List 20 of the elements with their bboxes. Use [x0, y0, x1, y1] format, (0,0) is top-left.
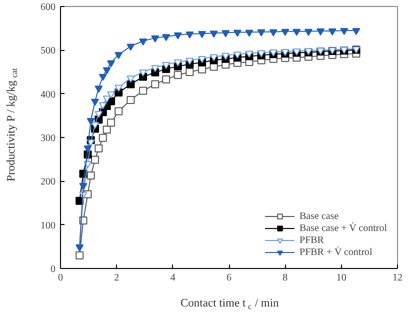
x-tick-label: 10	[336, 272, 346, 284]
y-tick-label: 400	[40, 89, 56, 100]
x-tick-label: 0	[58, 272, 63, 284]
legend-label: PFBR	[300, 234, 324, 246]
x-tick-label: 2	[114, 272, 120, 284]
legend-label: Base case	[300, 210, 339, 222]
x-axis-title: Contact time tc / min	[180, 298, 280, 311]
x-tick-label: 6	[226, 272, 232, 284]
y-tick-label: 0	[50, 264, 56, 275]
x-tick-label: 8	[282, 272, 288, 284]
y-tick-label: 600	[40, 2, 56, 13]
y-tick-label: 500	[40, 46, 56, 57]
x-tick-label: 12	[392, 272, 402, 284]
y-tick-label: 200	[40, 176, 56, 188]
y-tick-label: 100	[40, 220, 56, 232]
x-tick-label: 4	[170, 272, 176, 284]
legend-label: PFBR + V̇ control	[300, 246, 372, 258]
y-tick-label: 300	[40, 133, 56, 144]
y-axis-title: Productivity P / kg/kgcat	[6, 67, 19, 182]
legend-label: Base case + V̇ control	[300, 222, 387, 234]
